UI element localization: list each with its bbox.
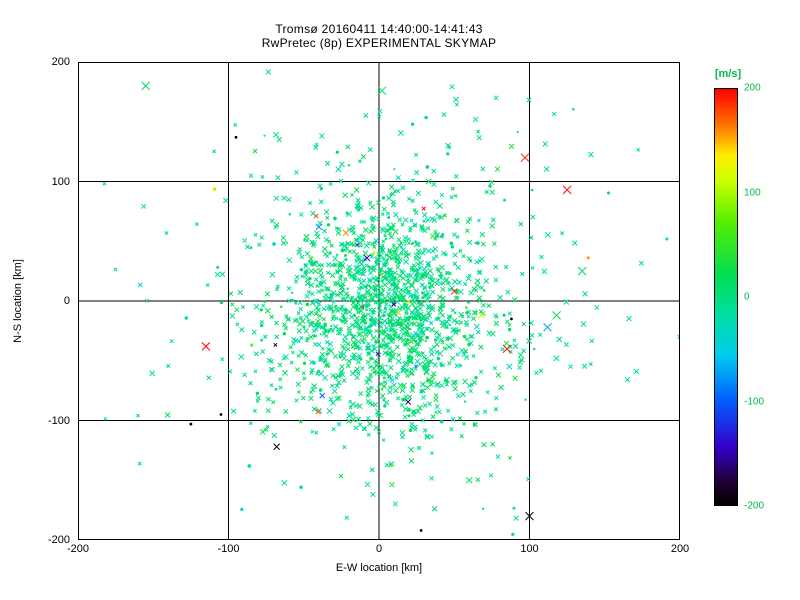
outlier-points	[141, 81, 587, 532]
grid-lines	[78, 62, 680, 540]
x-tick-label: -100	[217, 543, 240, 555]
y-tick-label: -100	[47, 414, 70, 427]
colorbar-tick-labels: 200 100 0 -100 -200	[742, 83, 784, 512]
y-tick-label: 100	[51, 175, 70, 188]
colorbar-tick-label: 200	[744, 82, 761, 94]
x-tick-label: 0	[375, 543, 383, 555]
chart-title-line1: Tromsø 20160411 14:40:00-14:41:43	[275, 22, 483, 36]
y-tick-label: 200	[51, 56, 70, 68]
colorbar-tick-label: -100	[744, 396, 765, 407]
colorbar-tick-label: 100	[744, 187, 761, 198]
y-tick-label: -200	[47, 534, 70, 546]
plot-frame	[78, 62, 680, 540]
chart-title-line2: RwPretec (8p) EXPERIMENTAL SKYMAP	[261, 36, 497, 50]
plot-area	[77, 61, 682, 541]
colorbar-tick-label: -200	[744, 500, 765, 512]
x-tick-label: 100	[520, 543, 539, 555]
y-axis-tick-labels: -200 -100 0 100 200	[36, 56, 74, 546]
skymap-canvas	[77, 61, 682, 541]
colorbar-tick-label: 0	[744, 291, 750, 303]
y-tick-label: 0	[63, 295, 70, 307]
colorbar	[714, 88, 738, 506]
scatter-points	[102, 69, 682, 537]
x-tick-label: 200	[670, 543, 690, 555]
x-axis-tick-labels: -200 -100 0 100 200	[67, 543, 689, 557]
x-axis-label: E-W location [km]	[335, 562, 423, 574]
y-axis-label: N-S location [km]	[12, 259, 24, 343]
colorbar-unit-label: [m/s]	[714, 68, 742, 80]
x-tick-label: -200	[66, 543, 90, 555]
